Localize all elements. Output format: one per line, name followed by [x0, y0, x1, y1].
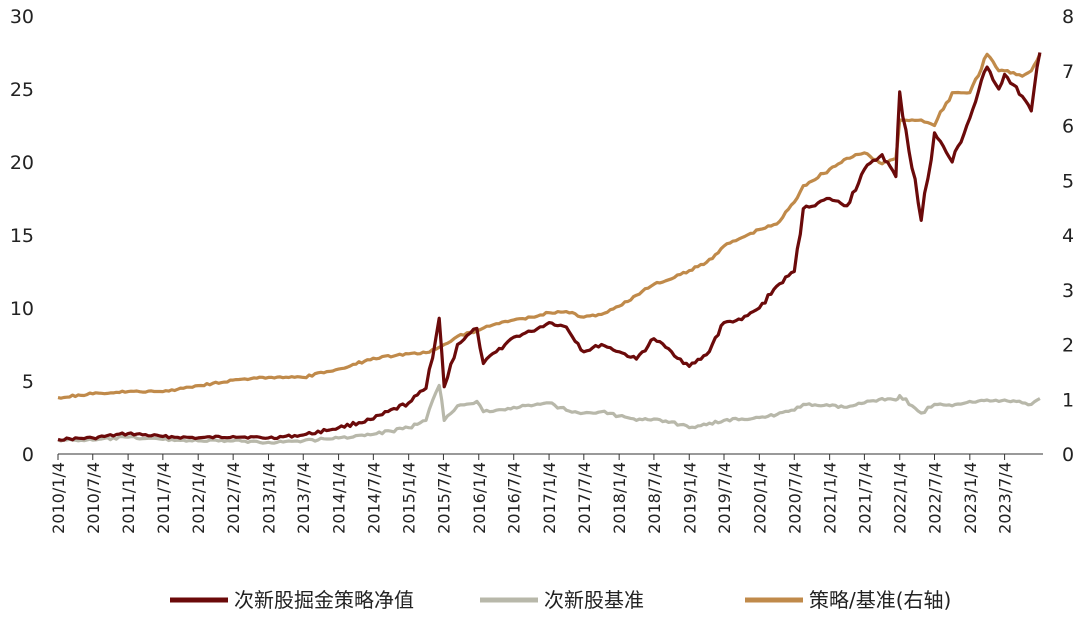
y-left-tick-label: 20: [10, 152, 34, 174]
x-tick-label: 2022/1/4: [891, 462, 910, 534]
x-tick-label: 2019/1/4: [680, 462, 699, 534]
x-tick-label: 2010/7/4: [84, 462, 103, 534]
y-right-tick-label: 5: [1062, 170, 1074, 192]
y-right-tick-label: 0: [1062, 444, 1074, 466]
legend-label: 次新股基准: [544, 588, 644, 612]
x-tick-label: 2010/1/4: [49, 462, 68, 534]
x-tick-label: 2012/7/4: [224, 462, 243, 534]
x-tick-label: 2016/7/4: [505, 462, 524, 534]
x-tick-label: 2012/1/4: [189, 462, 208, 534]
x-tick-label: 2015/1/4: [400, 462, 419, 534]
legend: 次新股掘金策略净值 次新股基准 策略/基准(右轴): [170, 588, 951, 612]
x-tick-label: 2016/1/4: [470, 462, 489, 534]
y-left-tick-label: 5: [22, 371, 34, 393]
y-right-tick-label: 4: [1062, 225, 1074, 247]
x-tick-label: 2020/7/4: [785, 462, 804, 534]
x-tick-label: 2013/7/4: [294, 462, 313, 534]
x-tick-label: 2022/7/4: [925, 462, 944, 534]
axes-group: 0 5 10 15 20 25 30 0 1 2 3 4 5 6 7 8 2010/1/4 2010/7/4 201…: [10, 6, 1074, 534]
x-tick-label: 2018/1/4: [610, 462, 629, 534]
x-tick-label: 2019/7/4: [715, 462, 734, 534]
series-line-2: [57, 52, 1042, 400]
y-left-tick-label: 30: [10, 6, 34, 28]
x-tick-label: 2021/7/4: [855, 462, 874, 534]
y-right-tick-label: 6: [1062, 116, 1074, 138]
y-left-tick-label: 25: [10, 79, 34, 101]
x-tick-label: 2020/1/4: [750, 462, 769, 534]
x-tick-label: 2017/7/4: [575, 462, 594, 534]
x-tick-label: 2013/1/4: [259, 462, 278, 534]
x-tick-label: 2018/7/4: [645, 462, 664, 534]
x-tick-label: 2021/1/4: [821, 462, 840, 534]
y-left-tick-label: 10: [10, 298, 34, 320]
y-right-tick-label: 8: [1062, 6, 1074, 28]
y-left-tick-label: 0: [22, 444, 34, 466]
x-tick-label: 2011/1/4: [119, 462, 138, 534]
series-lines-group: [57, 52, 1042, 445]
x-tick-label: 2015/7/4: [434, 462, 453, 534]
x-tick-label: 2011/7/4: [154, 462, 173, 534]
legend-label: 策略/基准(右轴): [809, 588, 951, 612]
y-right-tick-label: 3: [1062, 280, 1074, 302]
series-line-0: [57, 52, 1042, 442]
x-tick-label: 2017/1/4: [540, 462, 559, 534]
y-left-tick-label: 15: [10, 225, 34, 247]
y-right-tick-label: 2: [1062, 335, 1074, 357]
x-tick-label: 2014/1/4: [330, 462, 349, 534]
x-tick-label: 2023/1/4: [961, 462, 980, 534]
y-right-tick-label: 7: [1062, 61, 1074, 83]
y-right-tick-label: 1: [1062, 389, 1074, 411]
legend-label: 次新股掘金策略净值: [234, 588, 414, 612]
series-line-1: [57, 383, 1041, 445]
x-tick-label: 2023/7/4: [996, 462, 1015, 534]
x-tick-label: 2014/7/4: [364, 462, 383, 534]
